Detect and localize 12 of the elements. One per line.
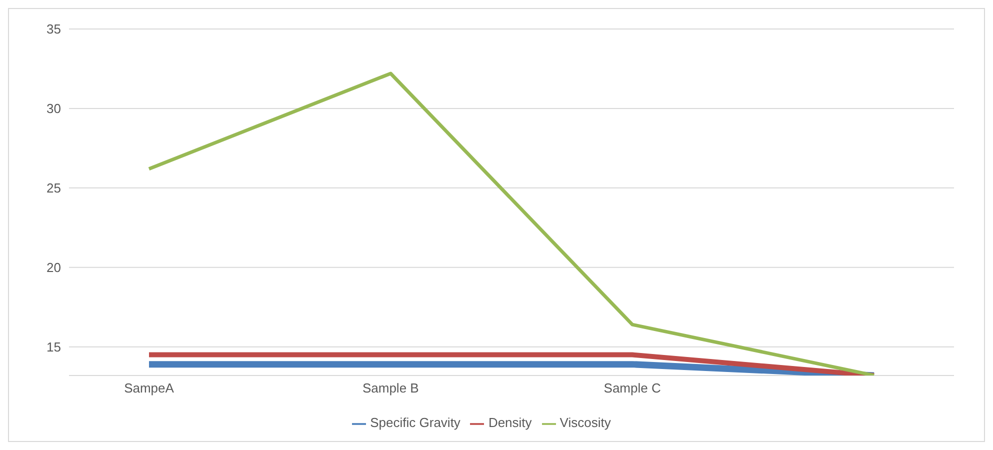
x-tick-label: Sample B (362, 380, 419, 396)
legend-label: Viscosity (560, 415, 611, 430)
y-tick-label: 35 (46, 22, 61, 37)
y-tick-label: 30 (46, 101, 61, 116)
y-tick-label: 15 (46, 339, 61, 354)
x-tick-label: SampeA (124, 380, 174, 396)
legend-label: Density (488, 415, 532, 430)
legend-label: Specific Gravity (370, 415, 460, 430)
x-tick-label: Sample C (604, 380, 661, 396)
y-tick-label: 20 (46, 260, 61, 275)
line-series (147, 72, 876, 376)
y-tick-label: 25 (46, 180, 61, 196)
